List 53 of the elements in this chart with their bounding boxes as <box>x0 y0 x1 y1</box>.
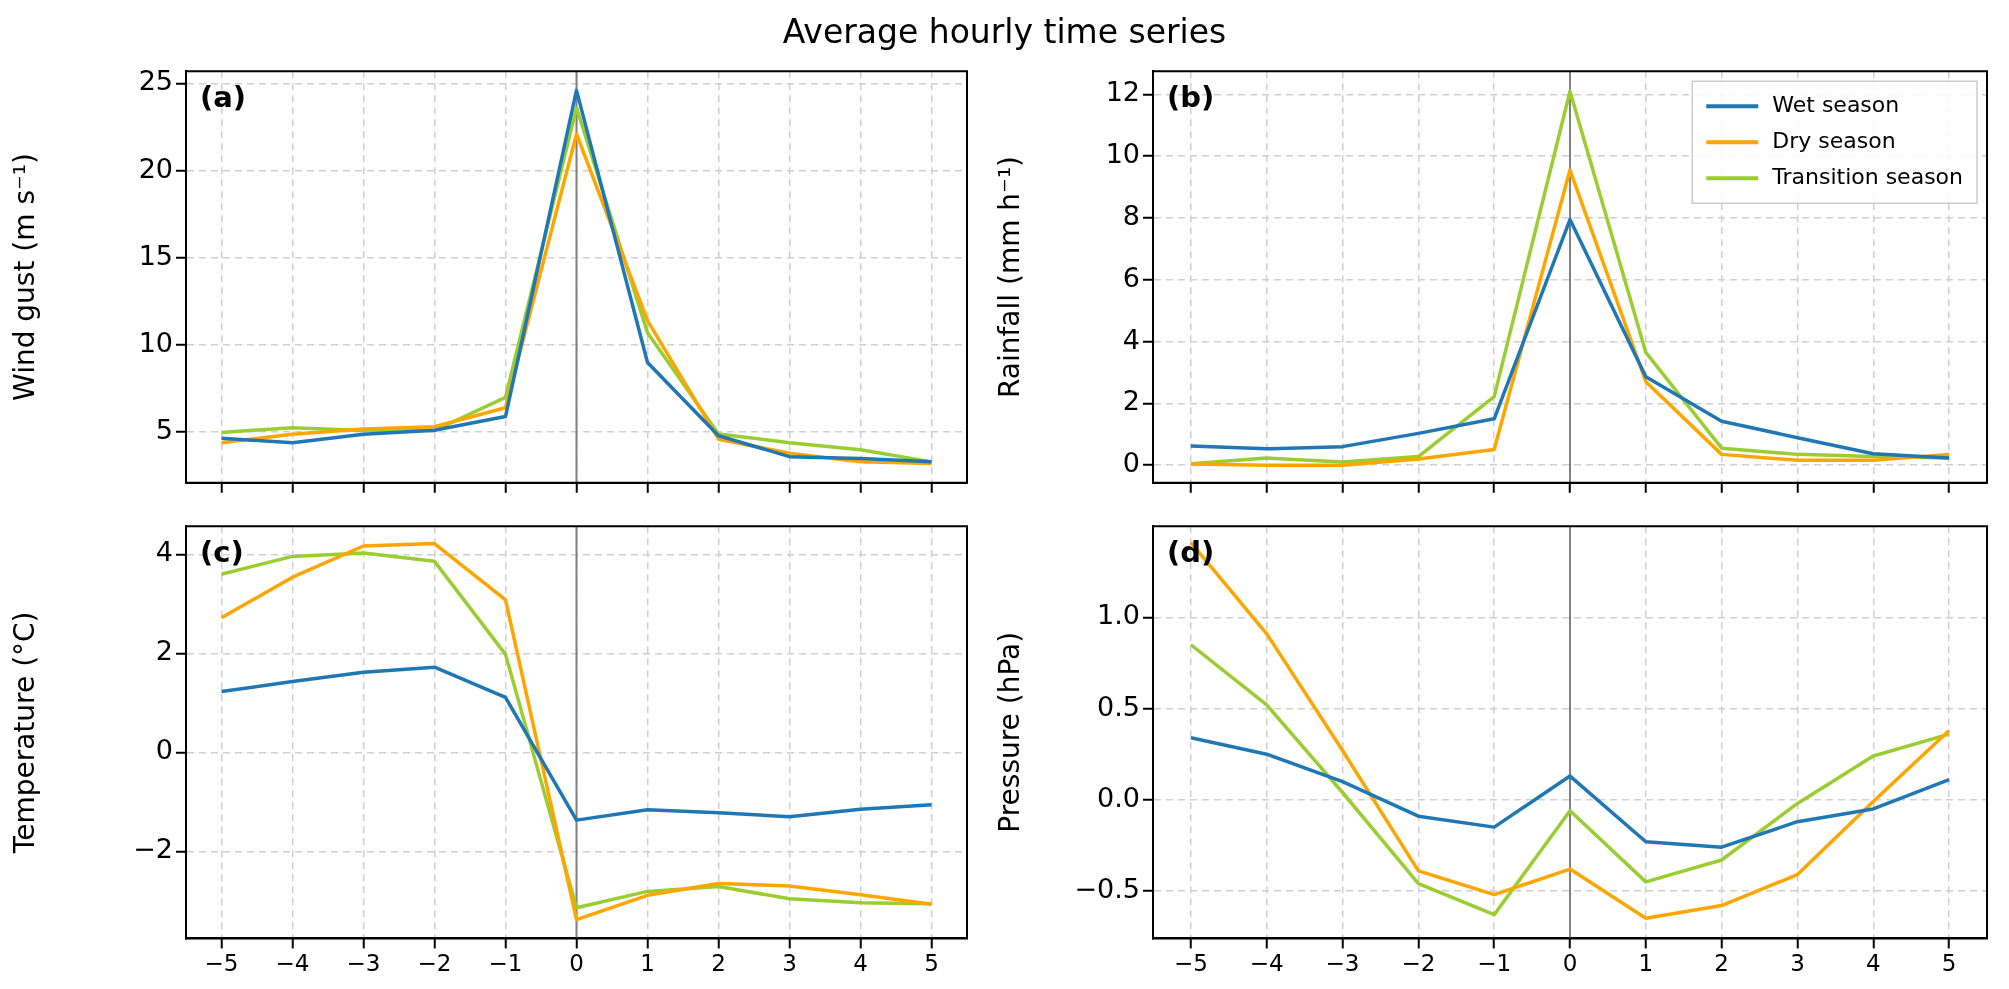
x-tick-label: −5 <box>1173 950 1208 977</box>
annotation: (a) <box>200 80 247 115</box>
y-tick-label: 0.0 <box>1097 781 1140 813</box>
y-tick-label: 2 <box>155 635 173 667</box>
y-tick-label: 10 <box>138 327 173 359</box>
x-tick-label: 4 <box>853 950 868 977</box>
x-tick-label: 5 <box>1941 950 1957 977</box>
annotation: (c) <box>200 535 244 570</box>
x-tick-label: −3 <box>1325 950 1360 977</box>
x-tick-label: 0 <box>1562 950 1578 977</box>
y-tick-label: 0 <box>1122 447 1140 479</box>
y-axis-title: Rainfall (mm h⁻¹) <box>993 155 1027 399</box>
x-tick-label: 2 <box>1714 950 1729 977</box>
x-tick-label: 3 <box>782 950 797 977</box>
y-tick-label: −2 <box>133 833 173 865</box>
x-tick-label: 4 <box>1865 950 1881 977</box>
y-tick-label: 25 <box>138 65 173 97</box>
y-axis-title: Wind gust (m s⁻¹) <box>8 153 42 401</box>
x-tick-label: −4 <box>1249 950 1284 977</box>
legend-label: Transition season <box>1771 163 1964 189</box>
y-tick-label: 4 <box>155 536 173 568</box>
y-tick-label: 5 <box>155 414 173 446</box>
x-tick-label: −2 <box>1401 950 1436 977</box>
annotation: (b) <box>1167 80 1215 115</box>
y-tick-label: 15 <box>138 239 173 271</box>
x-tick-label: 3 <box>1790 950 1805 977</box>
x-tick-label: 2 <box>711 950 726 977</box>
x-tick-label: −1 <box>1477 950 1512 977</box>
chart-title: Average hourly time series <box>781 12 1228 51</box>
y-axis-title: Temperature (°C) <box>8 611 42 855</box>
y-tick-label: 6 <box>1122 261 1140 293</box>
y-tick-label: 8 <box>1122 199 1140 231</box>
legend-label: Dry season <box>1772 127 1896 153</box>
x-tick-label: 1 <box>1638 950 1654 977</box>
x-tick-label: 1 <box>640 950 655 977</box>
x-tick-label: −2 <box>417 950 452 977</box>
x-tick-label: −1 <box>488 950 523 977</box>
y-tick-label: 1.0 <box>1097 599 1140 631</box>
x-tick-label: 5 <box>924 950 939 977</box>
y-tick-label: 12 <box>1105 76 1140 108</box>
y-tick-label: 0.5 <box>1097 690 1140 722</box>
y-tick-label: −0.5 <box>1074 872 1140 904</box>
x-tick-label: −5 <box>204 950 239 977</box>
y-tick-label: 10 <box>1105 138 1140 170</box>
x-tick-label: 0 <box>569 950 584 977</box>
y-tick-label: 4 <box>1122 323 1140 355</box>
legend-label: Wet season <box>1772 91 1900 117</box>
x-tick-label: −3 <box>346 950 381 977</box>
y-tick-label: 0 <box>155 734 173 766</box>
y-tick-label: 2 <box>1122 385 1140 417</box>
y-tick-label: 20 <box>138 152 173 184</box>
y-axis-title: Pressure (hPa) <box>993 631 1027 833</box>
x-tick-label: −4 <box>275 950 310 977</box>
